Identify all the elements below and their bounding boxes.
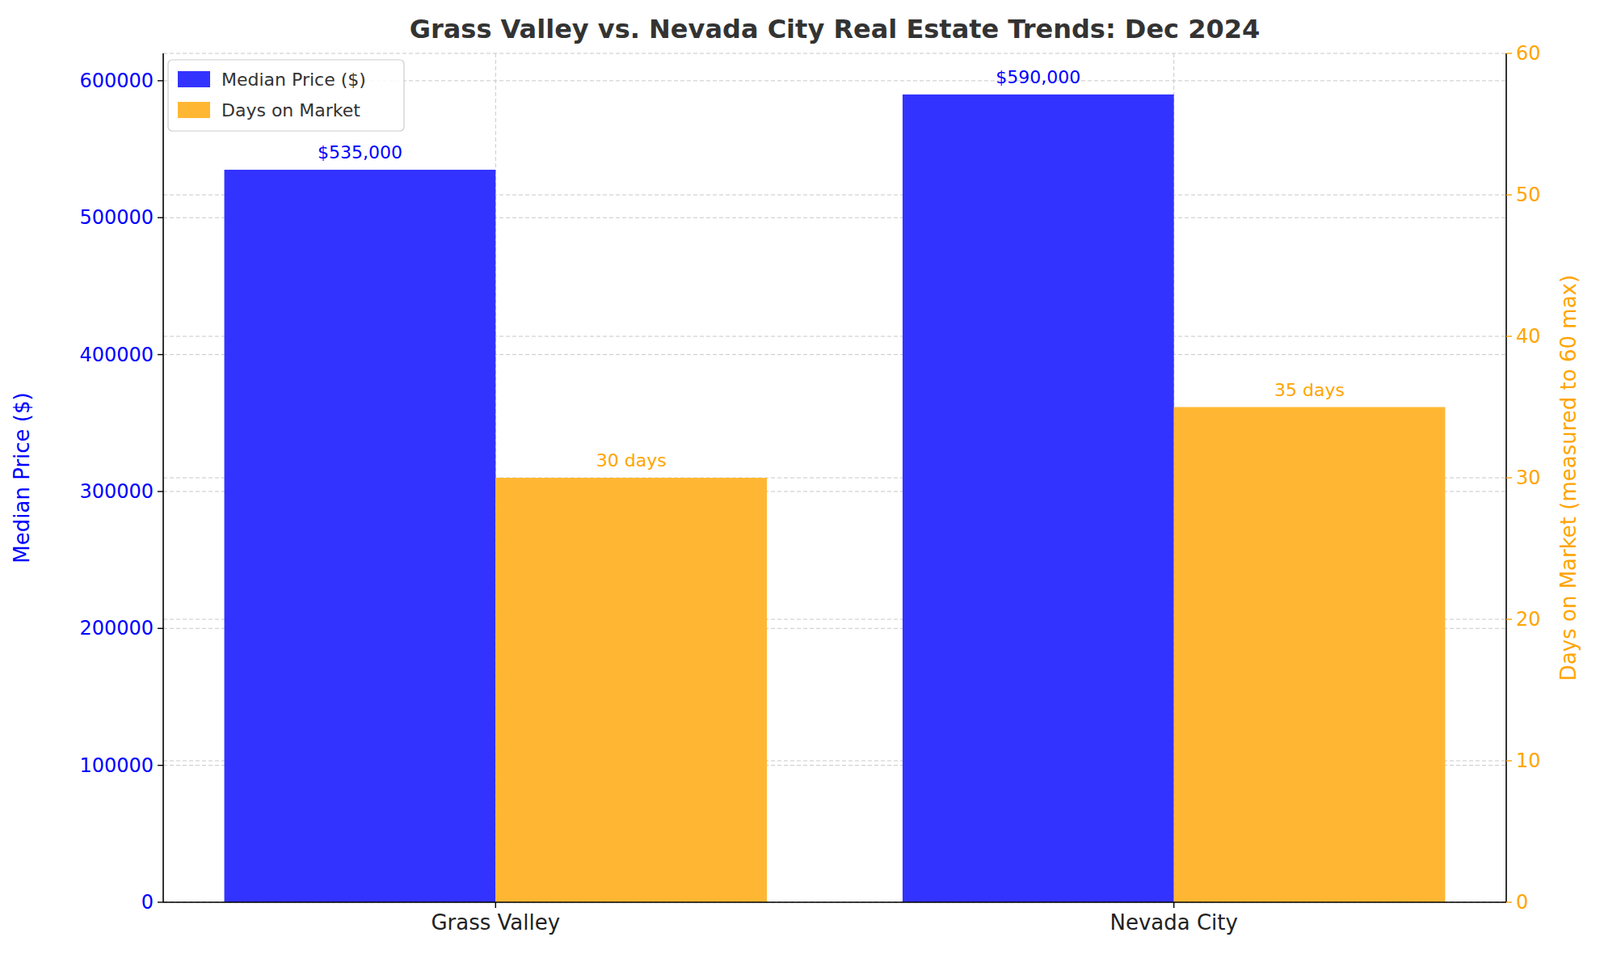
tick-label: 40: [1515, 324, 1542, 348]
data-labels: $535,000 $590,000 30 days 35 days: [317, 67, 1345, 471]
legend-swatch: [177, 71, 211, 88]
tick: [1506, 476, 1512, 478]
legend-swatch: [177, 101, 211, 118]
y-axis-line: [162, 53, 165, 902]
tick: [157, 217, 164, 219]
tick: [157, 353, 164, 355]
legend-label: Median Price ($): [221, 69, 367, 90]
tick-label: 100000: [79, 753, 154, 777]
grid-line: [163, 901, 1507, 903]
tick: [157, 627, 164, 629]
tick: [157, 764, 164, 766]
tick: [157, 80, 164, 81]
tick-label: 500000: [79, 206, 154, 229]
tick: [157, 490, 164, 492]
category-label: Nevada City: [1109, 909, 1238, 935]
tick: [1506, 193, 1512, 195]
legend-box: [168, 59, 405, 131]
tick-label: 60: [1515, 42, 1542, 65]
tick-label: 600000: [79, 69, 154, 93]
tick: [1506, 759, 1512, 761]
tick-label: 50: [1515, 183, 1542, 207]
data-label: $535,000: [317, 142, 403, 163]
category-label: Grass Valley: [430, 909, 560, 935]
tick-label: 10: [1515, 749, 1542, 772]
bar: [902, 94, 1175, 902]
data-label: 35 days: [1274, 379, 1345, 400]
title: Grass Valley vs. Nevada City Real Estate…: [409, 13, 1261, 45]
axes: 0 100000 200000 300000 400000 500000 600000 0 10…: [79, 42, 1541, 935]
tick: [1506, 52, 1512, 54]
tick-label: 400000: [79, 343, 154, 367]
tick: [1506, 618, 1512, 619]
x-axis-line: [163, 901, 1507, 903]
legend-label: Days on Market: [221, 100, 361, 121]
tick: [1506, 335, 1512, 337]
tick-label: 200000: [79, 616, 154, 640]
legend: Median Price ($) Days on Market: [168, 59, 405, 131]
tick-label: 0: [1515, 890, 1529, 914]
tick: [157, 901, 164, 902]
data-label: $590,000: [995, 67, 1081, 88]
tick-label: 20: [1515, 607, 1542, 631]
y2-axis-label: Days on Market (measured to 60 max): [1556, 274, 1581, 681]
tick-label: 0: [141, 890, 154, 914]
tick: [1173, 901, 1175, 908]
bar: [1174, 407, 1446, 903]
bar: [495, 477, 767, 902]
tick: [1506, 901, 1512, 902]
tick: [495, 901, 497, 908]
chart-container: $535,000$590,00030 days35 days0100000200…: [0, 0, 1600, 954]
bar: [224, 169, 497, 902]
grid: [163, 53, 1507, 902]
grid-line: [163, 901, 1507, 903]
grid-line: [163, 53, 1507, 55]
tick-label: 300000: [79, 480, 154, 503]
chart-svg: $535,000$590,00030 days35 days0100000200…: [0, 0, 1600, 954]
tick-label: 30: [1515, 466, 1542, 489]
y-axis-label: Median Price ($): [9, 391, 34, 563]
bars: [224, 94, 1446, 902]
data-label: 30 days: [596, 450, 667, 471]
